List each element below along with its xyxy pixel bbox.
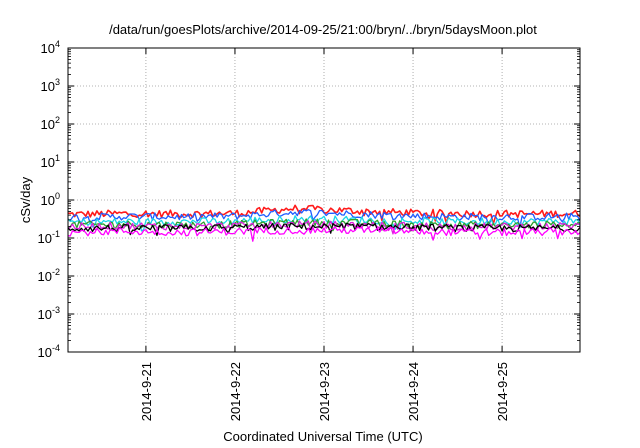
y-tick-label: 10-4 <box>38 343 60 360</box>
x-tick-label: 2014-9-25 <box>495 362 510 421</box>
x-axis-label: Coordinated Universal Time (UTC) <box>223 429 422 444</box>
y-tick-label-base: 10 <box>41 41 55 56</box>
y-axis-label: cSv/day <box>18 176 33 223</box>
y-tick-label-base: 10 <box>38 269 52 284</box>
y-tick-label-exponent: -2 <box>52 267 60 277</box>
y-tick-label: 10-1 <box>38 229 60 246</box>
y-tick-label: 100 <box>41 191 60 208</box>
x-tick-label: 2014-9-23 <box>317 362 332 421</box>
y-tick-label-base: 10 <box>41 117 55 132</box>
y-tick-label: 104 <box>41 39 60 56</box>
x-tick-label: 2014-9-21 <box>139 362 154 421</box>
y-tick-label-base: 10 <box>41 193 55 208</box>
x-tick-label: 2014-9-22 <box>228 362 243 421</box>
y-tick-label: 103 <box>41 77 60 94</box>
y-tick-label-exponent: 1 <box>55 153 60 163</box>
series-line-3 <box>67 215 581 232</box>
y-tick-label-base: 10 <box>38 231 52 246</box>
y-tick-label: 101 <box>41 153 60 170</box>
y-tick-label-base: 10 <box>41 79 55 94</box>
y-tick-label-base: 10 <box>38 307 52 322</box>
y-tick-label-base: 10 <box>41 155 55 170</box>
y-tick-label-exponent: -4 <box>52 343 60 353</box>
y-tick-label-exponent: -1 <box>52 229 60 239</box>
chart-title: /data/run/goesPlots/archive/2014-09-25/2… <box>109 22 537 37</box>
x-tick-label: 2014-9-24 <box>406 362 421 421</box>
series-line-6 <box>67 222 581 237</box>
y-tick-label-exponent: -3 <box>52 305 60 315</box>
y-tick-label-exponent: 3 <box>55 77 60 87</box>
y-tick-label-exponent: 0 <box>55 191 60 201</box>
y-tick-label: 10-2 <box>38 267 60 284</box>
y-tick-label-exponent: 2 <box>55 115 60 125</box>
y-tick-label: 10-3 <box>38 305 60 322</box>
y-tick-label: 102 <box>41 115 60 132</box>
series-line-2 <box>67 209 581 229</box>
y-tick-label-base: 10 <box>38 345 52 360</box>
y-tick-label-exponent: 4 <box>55 39 60 49</box>
series-line-7 <box>67 226 581 242</box>
